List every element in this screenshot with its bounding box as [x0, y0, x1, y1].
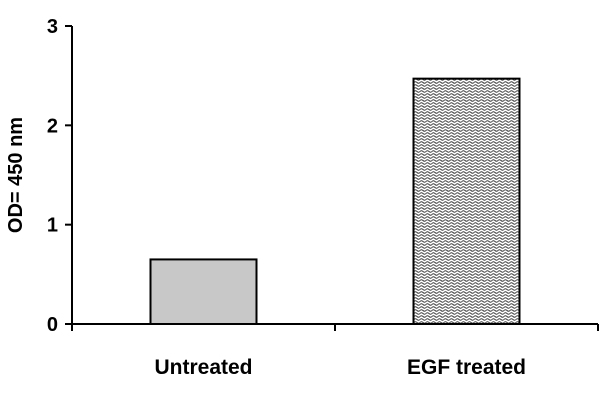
bars-group: [149, 77, 521, 325]
x-axis-ticks: [71, 324, 599, 331]
y-tick-label-0: 0: [47, 314, 58, 336]
y-axis-tick-labels: 0 1 2 3: [47, 16, 58, 336]
category-label-egf-treated: EGF treated: [407, 356, 526, 379]
bar-untreated: [149, 258, 258, 325]
bar-egf-treated: [412, 77, 521, 325]
y-tick-label-1: 1: [47, 215, 58, 237]
y-tick-label-2: 2: [47, 115, 58, 137]
y-axis-ticks: [65, 25, 72, 325]
y-tick-label-3: 3: [47, 16, 58, 38]
y-axis-title: OD= 450 nm: [5, 117, 27, 233]
x-axis-category-labels: Untreated EGF treated: [154, 356, 526, 379]
category-label-untreated: Untreated: [154, 356, 252, 379]
